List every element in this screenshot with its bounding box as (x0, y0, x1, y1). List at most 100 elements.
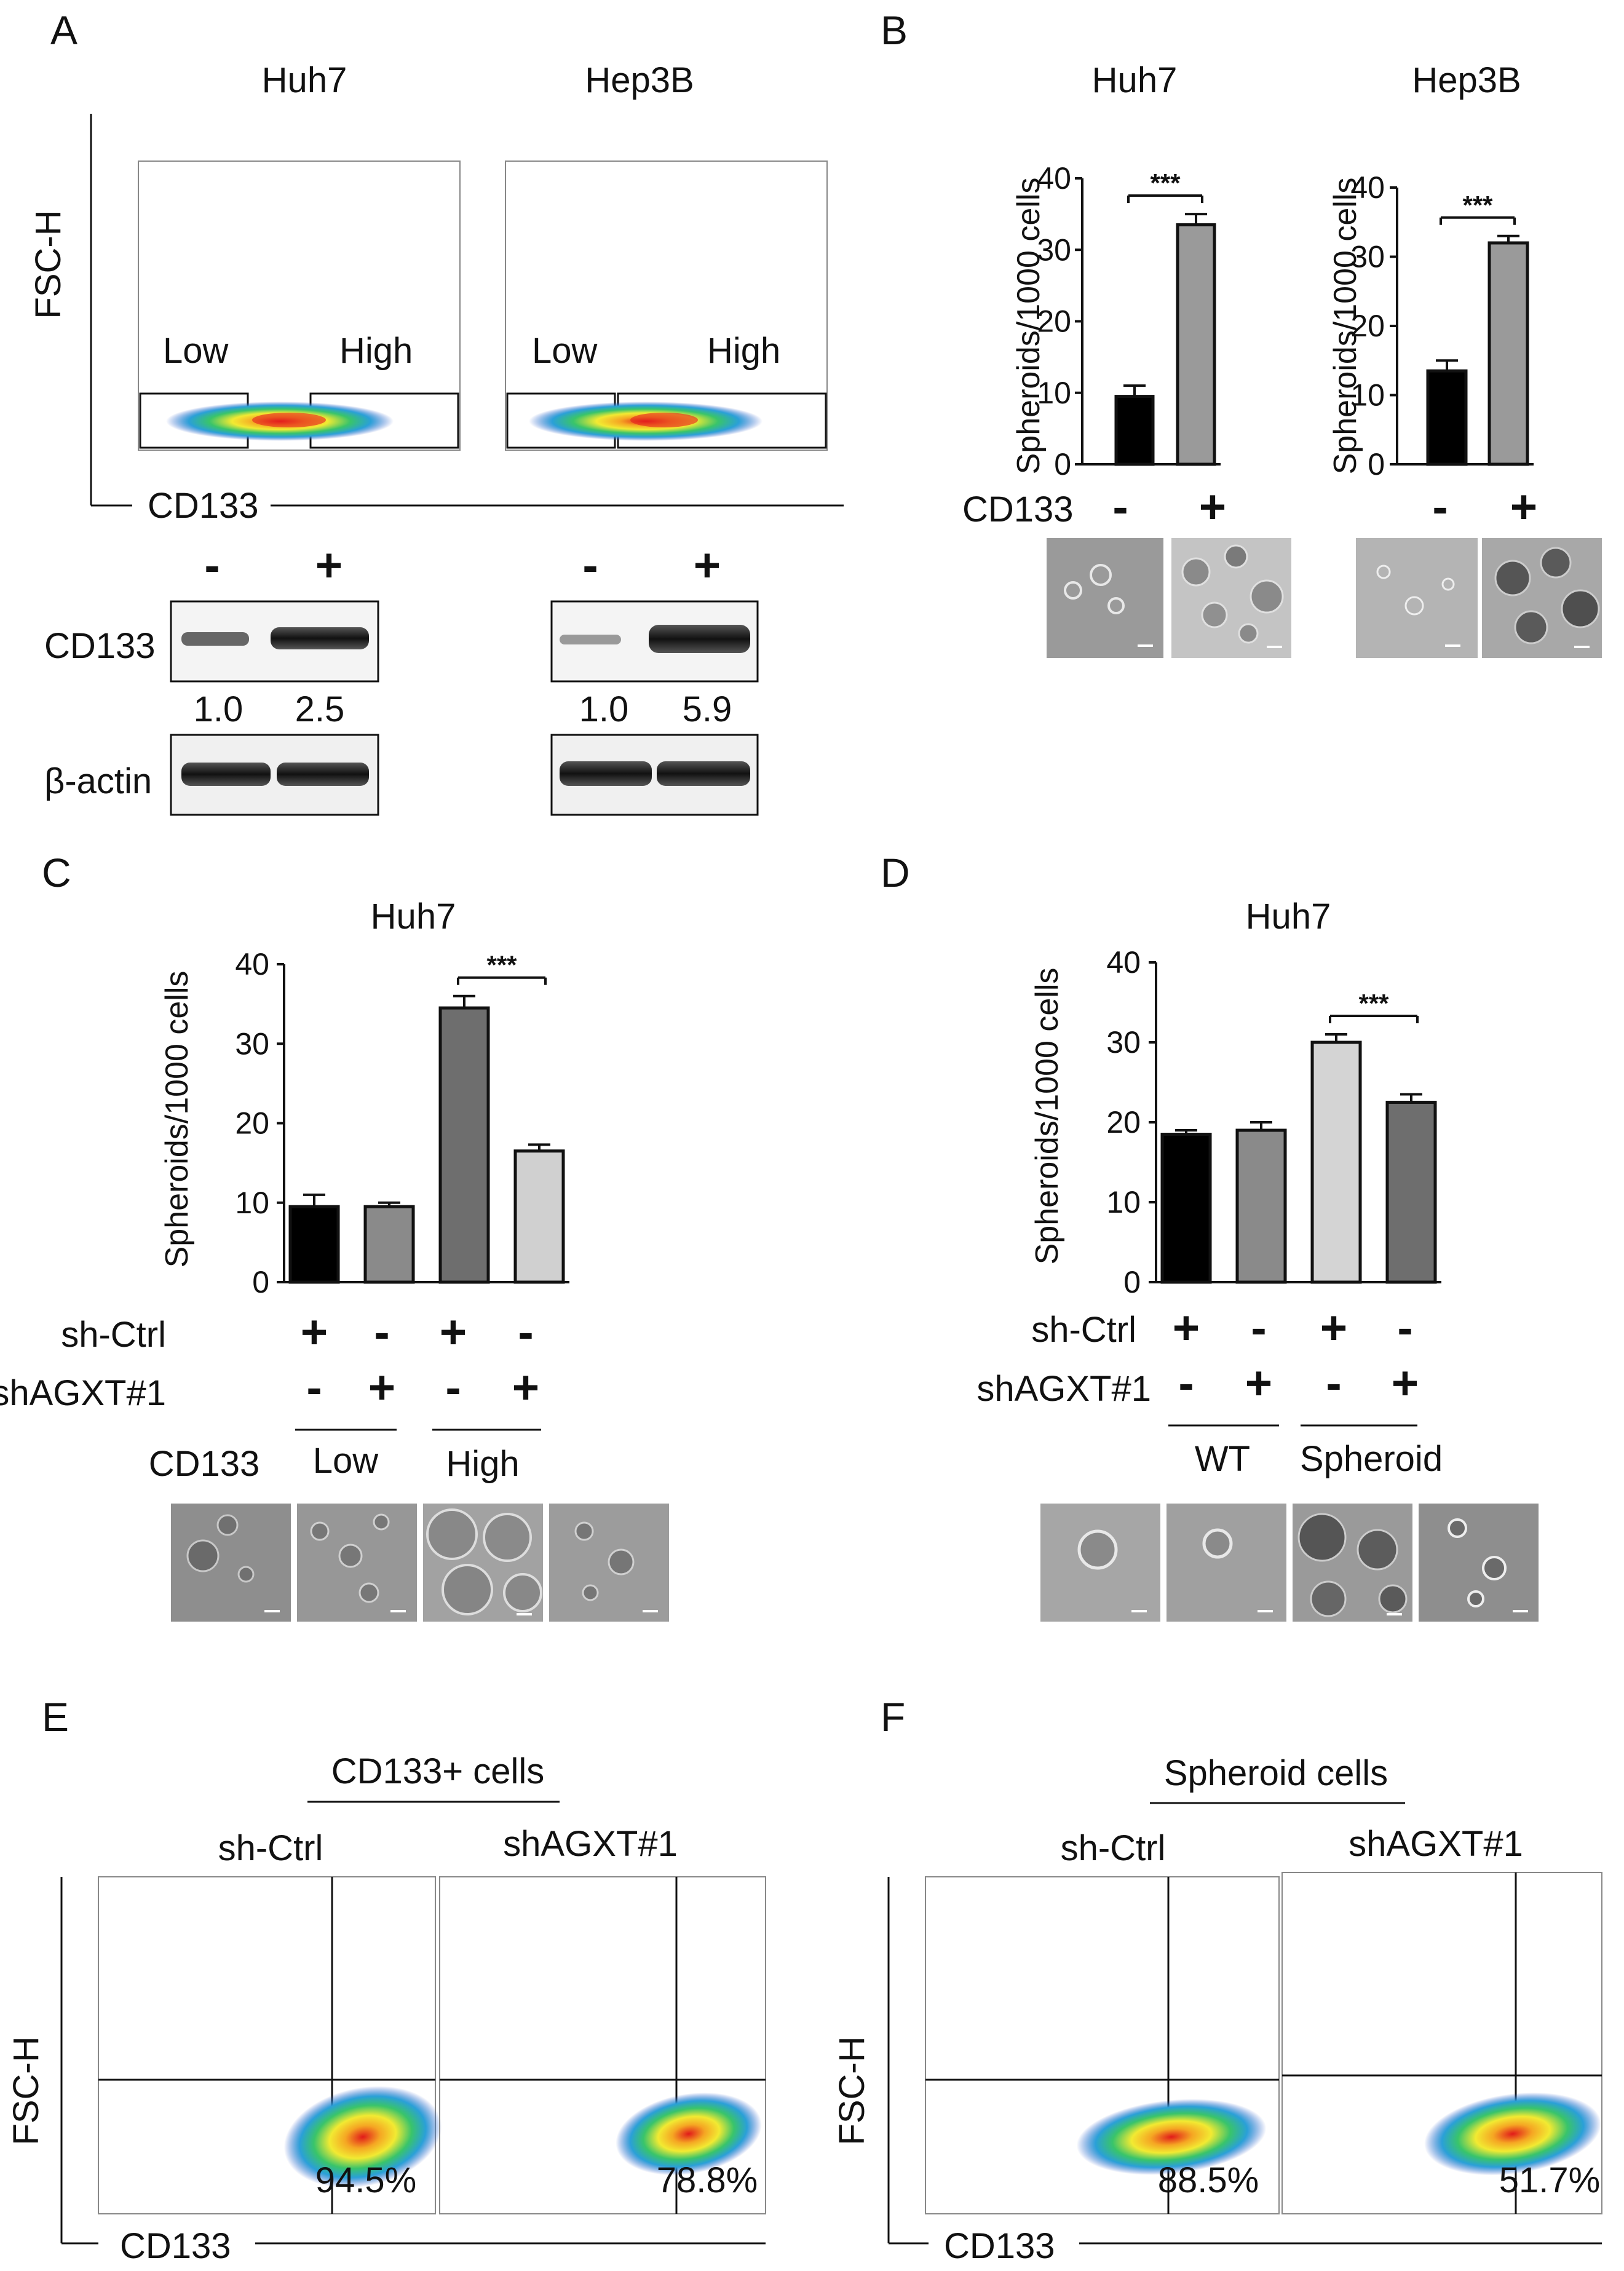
panel-b-sign-hep3b-minus: - (1432, 481, 1448, 533)
bar (513, 1149, 565, 1284)
y-tick-label: 10 (1037, 376, 1071, 410)
panel-b-row-label: CD133 (962, 489, 1074, 529)
bar-chart-b-hep3b: 0 10 20 30 40 *** (1350, 170, 1534, 482)
bar (1235, 1128, 1287, 1284)
panel-d-title: Huh7 (1246, 897, 1331, 937)
y-tick-label: 20 (1350, 309, 1385, 343)
y-tick-label: 10 (235, 1186, 269, 1220)
gate-high-huh7: High (339, 331, 413, 371)
bar (1114, 395, 1155, 466)
flow-plot-e-shctrl: 94.5% (98, 1876, 442, 2214)
flow-x-axis-label: CD133 (148, 486, 259, 526)
condition-sign: - (445, 1361, 461, 1414)
bar (288, 1205, 340, 1284)
significance-marker: *** (1462, 191, 1493, 220)
wb-ratio-hep3b-minus: 1.0 (579, 689, 629, 729)
condition-sign: + (1245, 1357, 1272, 1409)
wb-ratio-huh7-minus: 1.0 (194, 689, 244, 729)
bar-chart-b-huh7: 0 10 20 30 40 *** (1037, 161, 1221, 482)
y-tick-label: 0 (1054, 447, 1071, 482)
panel-c-group-row-label: CD133 (149, 1444, 260, 1484)
y-tick-label: 40 (1350, 170, 1385, 205)
condition-sign: + (301, 1306, 328, 1358)
bar (438, 1006, 490, 1284)
y-tick-label: 0 (1368, 447, 1385, 482)
bar (1487, 241, 1529, 466)
y-tick-label: 30 (235, 1026, 269, 1061)
panel-b-ylabel-hep3b: Spheroids/1000 cells (1328, 178, 1363, 475)
bar (1385, 1101, 1437, 1284)
condition-sign: - (518, 1306, 533, 1358)
condition-sign: + (1320, 1302, 1347, 1354)
panel-d-group-spheroid: Spheroid (1300, 1439, 1443, 1479)
panel-letter-e: E (42, 1694, 69, 1740)
flow-title-hep3b: Hep3B (585, 60, 694, 100)
panel-e-x-axis-label: CD133 (120, 2226, 231, 2266)
condition-sign: + (512, 1361, 539, 1414)
wb-lane-minus-hep3b: - (582, 539, 598, 592)
panel-d-row-label-1: shAGXT#1 (976, 1369, 1151, 1409)
panel-b-sign-huh7-minus: - (1112, 481, 1128, 533)
panel-d-signs: + - + -- + - + (1173, 1302, 1419, 1409)
panel-letter-b: B (881, 7, 908, 53)
panel-letter-a: A (50, 7, 77, 53)
wb-row-actin: β-actin (44, 761, 152, 801)
panel-e-percent-0: 94.5% (315, 2160, 416, 2200)
condition-sign: + (440, 1306, 467, 1358)
significance-marker: *** (1358, 989, 1389, 1018)
wb-lane-plus-huh7: + (315, 539, 343, 592)
panel-e-percent-1: 78.8% (657, 2160, 758, 2200)
y-tick-label: 10 (1106, 1185, 1141, 1219)
panel-f-sample-0: sh-Ctrl (1061, 1828, 1166, 1868)
flow-title-huh7: Huh7 (262, 60, 347, 100)
panel-d-ylabel: Spheroids/1000 cells (1029, 968, 1065, 1265)
wb-lane-minus-huh7: - (204, 539, 220, 592)
panel-c: C Huh7 Spheroids/1000 cells 0 10 20 30 40 ***… (0, 850, 669, 1622)
condition-sign: - (1326, 1357, 1341, 1409)
panel-c-group-low: Low (313, 1441, 379, 1481)
micrographs-c (171, 1504, 669, 1622)
panel-d-group-wt: WT (1195, 1439, 1250, 1479)
bar (1160, 1133, 1212, 1284)
y-tick-label: 40 (235, 947, 269, 981)
flow-plot-e-shagxt: 78.8% (439, 1876, 766, 2214)
panel-letter-d: D (881, 850, 910, 895)
panel-b-sign-huh7-plus: + (1199, 481, 1226, 533)
flow-y-axis-label: FSC-H (28, 210, 68, 319)
y-tick-label: 30 (1037, 232, 1071, 267)
flow-plot-huh7: Low High (138, 161, 461, 451)
panel-d: D Huh7 Spheroids/1000 cells 0 10 20 30 40 ***… (881, 850, 1539, 1622)
bar (1176, 223, 1216, 466)
condition-sign: - (1251, 1302, 1266, 1354)
panel-b-ylabel-huh7: Spheroids/1000 cells (1011, 178, 1047, 475)
flow-plot-f-shagxt: 51.7% (1281, 1872, 1602, 2214)
wb-ratio-huh7-plus: 2.5 (295, 689, 345, 729)
panel-f-sample-1: shAGXT#1 (1349, 1824, 1523, 1864)
panel-letter-c: C (42, 850, 71, 895)
micrographs-b (1047, 538, 1602, 658)
y-tick-label: 30 (1106, 1025, 1141, 1060)
y-tick-label: 40 (1106, 945, 1141, 980)
panel-c-title: Huh7 (371, 897, 456, 937)
gate-high-hep3b: High (707, 331, 780, 371)
panel-e-sample-0: sh-Ctrl (218, 1828, 323, 1868)
gate-low-hep3b: Low (532, 331, 598, 371)
panel-b-title-huh7: Huh7 (1092, 60, 1178, 100)
y-tick-label: 20 (1037, 304, 1071, 339)
condition-sign: - (1178, 1357, 1194, 1409)
panel-c-row-label-1: shAGXT#1 (0, 1373, 166, 1413)
y-tick-label: 20 (1106, 1105, 1141, 1139)
micrographs-d (1040, 1504, 1539, 1622)
panel-f-header: Spheroid cells (1164, 1753, 1388, 1793)
y-tick-label: 40 (1037, 161, 1071, 196)
panel-b-sign-hep3b-plus: + (1510, 481, 1537, 533)
y-tick-label: 30 (1350, 240, 1385, 274)
panel-e-sample-1: shAGXT#1 (503, 1824, 678, 1864)
panel-f-percent-0: 88.5% (1158, 2160, 1259, 2200)
panel-c-group-high: High (446, 1444, 519, 1484)
gate-low-huh7: Low (163, 331, 229, 371)
y-tick-label: 10 (1350, 378, 1385, 413)
panel-e-header: CD133+ cells (331, 1751, 545, 1791)
panel-c-row-label-0: sh-Ctrl (61, 1315, 166, 1355)
